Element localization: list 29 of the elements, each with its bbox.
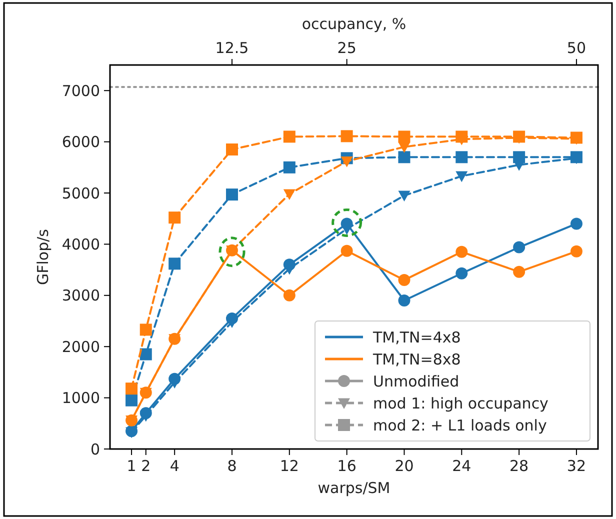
x-tick-label: 16	[337, 457, 356, 475]
x-tick-label: 24	[452, 457, 472, 475]
legend-label: mod 2: + L1 loads only	[373, 416, 547, 434]
x-tick-label: 20	[394, 457, 414, 475]
x-tick-label: 1	[126, 457, 136, 475]
x2-tick-label: 50	[566, 39, 586, 57]
y-tick-label: 7000	[62, 82, 100, 100]
x-tick-label: 12	[280, 457, 299, 475]
x2-axis-title: occupancy, %	[302, 15, 406, 33]
legend-label: mod 1: high occupancy	[373, 394, 549, 412]
y-tick-label: 6000	[62, 133, 100, 152]
x-axis-title: warps/SM	[318, 479, 390, 497]
x-tick-label: 28	[510, 457, 529, 475]
y-axis-title: GFlop/s	[34, 228, 52, 285]
y-tick-label: 2000	[62, 338, 100, 356]
x-tick-label: 4	[170, 457, 180, 475]
y-tick-label: 3000	[62, 286, 100, 305]
legend-label: Unmodified	[373, 372, 460, 390]
y-tick-label: 1000	[62, 389, 100, 408]
y-tick-label: 4000	[62, 235, 100, 254]
legend-label: TM,TN=4x8	[372, 328, 461, 346]
x-tick-label: 2	[141, 457, 151, 475]
x-tick-label: 32	[566, 457, 586, 475]
legend-label: TM,TN=8x8	[372, 350, 461, 368]
x2-tick-label: 25	[337, 39, 356, 57]
y-tick-label: 5000	[62, 184, 100, 202]
x2-tick-label: 12.5	[215, 39, 249, 57]
y-tick-label: 0	[90, 440, 100, 458]
x-tick-label: 8	[227, 457, 237, 475]
